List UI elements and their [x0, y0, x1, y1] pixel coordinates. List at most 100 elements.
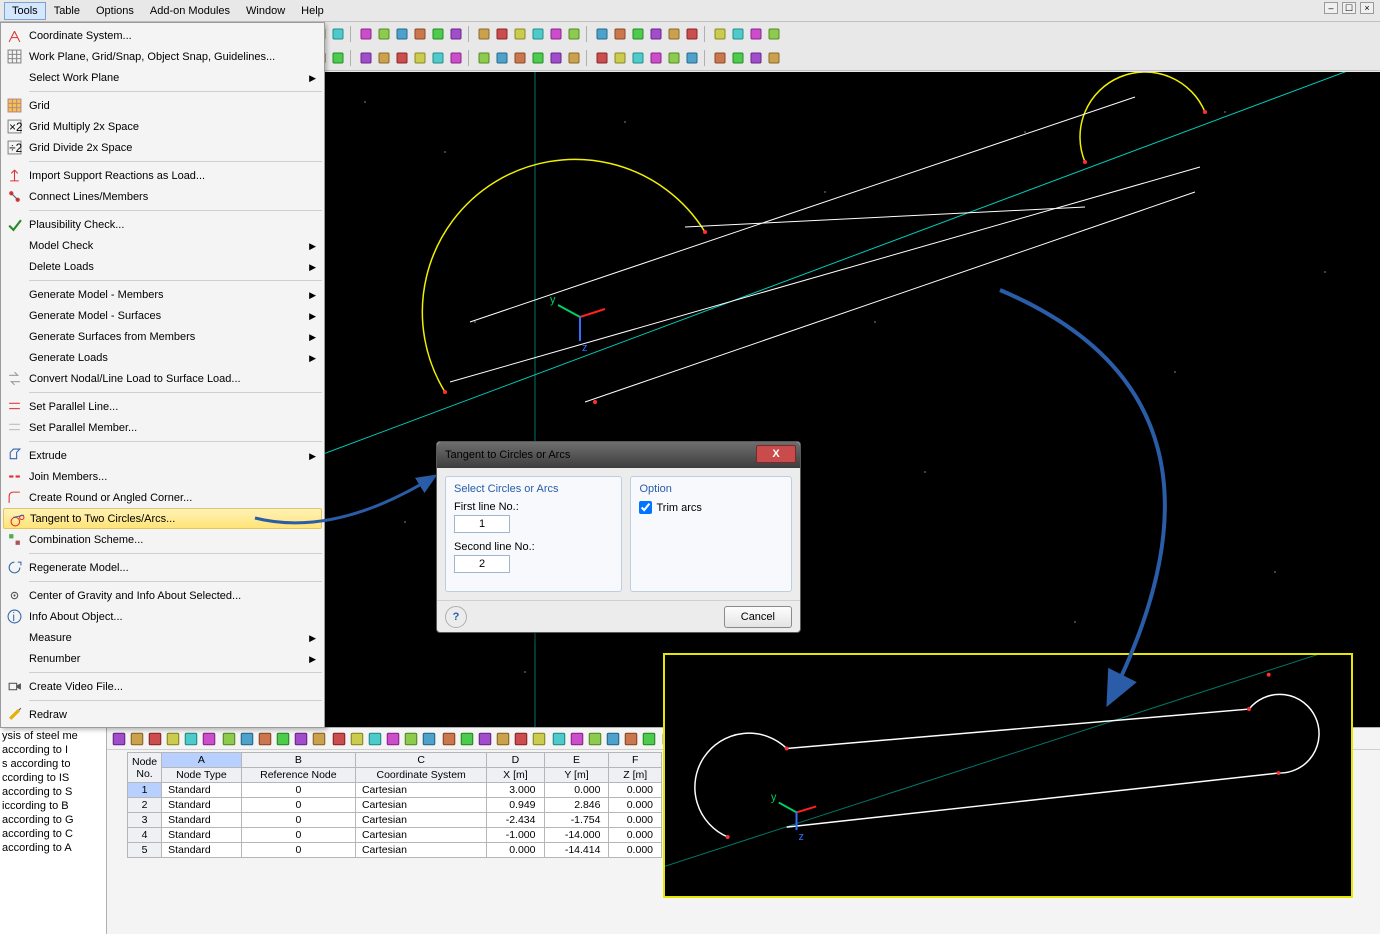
- col-node-no[interactable]: NodeNo.: [128, 753, 162, 783]
- toolbar-icon[interactable]: [551, 731, 567, 747]
- menu-item[interactable]: Work Plane, Grid/Snap, Object Snap, Guid…: [1, 46, 324, 67]
- toolbar-icon[interactable]: [476, 50, 492, 66]
- menu-help[interactable]: Help: [293, 2, 332, 20]
- toolbar-icon[interactable]: [495, 731, 511, 747]
- toolbar-icon[interactable]: [257, 731, 273, 747]
- colgroup-D[interactable]: D: [487, 753, 544, 768]
- cell-y[interactable]: -1.754: [544, 813, 609, 828]
- toolbar-icon[interactable]: [448, 26, 464, 42]
- table-row[interactable]: 5Standard0Cartesian0.000-14.4140.000: [128, 843, 662, 858]
- menu-item[interactable]: Select Work Plane▶: [1, 67, 324, 88]
- toolbar-icon[interactable]: [494, 50, 510, 66]
- colgroup-C[interactable]: C: [355, 753, 486, 768]
- toolbar-icon[interactable]: [221, 731, 237, 747]
- cell-sys[interactable]: Cartesian: [355, 798, 486, 813]
- toolbar-icon[interactable]: [330, 50, 346, 66]
- row-number[interactable]: 2: [128, 798, 162, 813]
- menu-item[interactable]: Delete Loads▶: [1, 256, 324, 277]
- menu-addon[interactable]: Add-on Modules: [142, 2, 238, 20]
- toolbar-icon[interactable]: [630, 26, 646, 42]
- dialog-close-button[interactable]: X: [756, 445, 796, 463]
- cell-type[interactable]: Standard: [162, 798, 242, 813]
- help-button[interactable]: ?: [445, 606, 467, 628]
- table-row[interactable]: 3Standard0Cartesian-2.434-1.7540.000: [128, 813, 662, 828]
- toolbar-icon[interactable]: [239, 731, 255, 747]
- trim-arcs-checkbox[interactable]: [639, 501, 652, 514]
- table-row[interactable]: 4Standard0Cartesian-1.000-14.0000.000: [128, 828, 662, 843]
- menu-item[interactable]: Generate Model - Surfaces▶: [1, 305, 324, 326]
- toolbar-icon[interactable]: [612, 50, 628, 66]
- cell-x[interactable]: 0.949: [487, 798, 544, 813]
- toolbar-icon[interactable]: [403, 731, 419, 747]
- toolbar-icon[interactable]: [385, 731, 401, 747]
- toolbar-icon[interactable]: [623, 731, 639, 747]
- toolbar-icon[interactable]: [367, 731, 383, 747]
- cell-type[interactable]: Standard: [162, 828, 242, 843]
- toolbar-icon[interactable]: [730, 26, 746, 42]
- cell-ref[interactable]: 0: [241, 798, 355, 813]
- menu-item[interactable]: Generate Loads▶: [1, 347, 324, 368]
- cell-z[interactable]: 0.000: [609, 798, 662, 813]
- menu-item[interactable]: Generate Model - Members▶: [1, 284, 324, 305]
- toolbar-icon[interactable]: [530, 50, 546, 66]
- toolbar-icon[interactable]: [513, 731, 529, 747]
- toolbar-icon[interactable]: [494, 26, 510, 42]
- toolbar-icon[interactable]: [548, 26, 564, 42]
- toolbar-icon[interactable]: [612, 26, 628, 42]
- cell-y[interactable]: 0.000: [544, 783, 609, 798]
- cell-y[interactable]: -14.414: [544, 843, 609, 858]
- cell-ref[interactable]: 0: [241, 828, 355, 843]
- cell-sys[interactable]: Cartesian: [355, 813, 486, 828]
- row-number[interactable]: 5: [128, 843, 162, 858]
- cell-sys[interactable]: Cartesian: [355, 843, 486, 858]
- colgroup-A[interactable]: A: [162, 753, 242, 768]
- toolbar-icon[interactable]: [293, 731, 309, 747]
- toolbar-icon[interactable]: [648, 26, 664, 42]
- toolbar-icon[interactable]: [441, 731, 457, 747]
- second-line-input[interactable]: [454, 555, 510, 573]
- toolbar-icon[interactable]: [430, 26, 446, 42]
- toolbar-icon[interactable]: [666, 50, 682, 66]
- first-line-input[interactable]: [454, 515, 510, 533]
- col-coord-sys[interactable]: Coordinate System: [355, 768, 486, 783]
- toolbar-icon[interactable]: [641, 731, 657, 747]
- cell-z[interactable]: 0.000: [609, 828, 662, 843]
- row-number[interactable]: 1: [128, 783, 162, 798]
- toolbar-icon[interactable]: [165, 731, 181, 747]
- menu-item[interactable]: Extrude▶: [1, 445, 324, 466]
- toolbar-icon[interactable]: [569, 731, 585, 747]
- toolbar-icon[interactable]: [766, 26, 782, 42]
- toolbar-icon[interactable]: [358, 50, 374, 66]
- menu-item[interactable]: Generate Surfaces from Members▶: [1, 326, 324, 347]
- row-number[interactable]: 3: [128, 813, 162, 828]
- toolbar-icon[interactable]: [630, 50, 646, 66]
- toolbar-icon[interactable]: [712, 26, 728, 42]
- cell-sys[interactable]: Cartesian: [355, 828, 486, 843]
- menu-item[interactable]: Combination Scheme...: [1, 529, 324, 550]
- cell-ref[interactable]: 0: [241, 843, 355, 858]
- menu-item[interactable]: Create Video File...: [1, 676, 324, 697]
- toolbar-icon[interactable]: [530, 26, 546, 42]
- toolbar-icon[interactable]: [459, 731, 475, 747]
- toolbar-icon[interactable]: [111, 731, 127, 747]
- col-y[interactable]: Y [m]: [544, 768, 609, 783]
- toolbar-icon[interactable]: [594, 26, 610, 42]
- menu-tools[interactable]: Tools: [4, 2, 46, 20]
- toolbar-icon[interactable]: [566, 26, 582, 42]
- toolbar-icon[interactable]: [358, 26, 374, 42]
- toolbar-icon[interactable]: [412, 50, 428, 66]
- col-node-type[interactable]: Node Type: [162, 768, 242, 783]
- toolbar-icon[interactable]: [394, 26, 410, 42]
- toolbar-icon[interactable]: [476, 26, 492, 42]
- toolbar-icon[interactable]: [512, 50, 528, 66]
- close-button[interactable]: ×: [1360, 2, 1374, 14]
- cell-x[interactable]: 3.000: [487, 783, 544, 798]
- toolbar-icon[interactable]: [684, 50, 700, 66]
- toolbar-icon[interactable]: [587, 731, 603, 747]
- menu-item[interactable]: Redraw: [1, 704, 324, 725]
- menu-item[interactable]: Import Support Reactions as Load...: [1, 165, 324, 186]
- cell-z[interactable]: 0.000: [609, 813, 662, 828]
- toolbar-icon[interactable]: [430, 50, 446, 66]
- toolbar-icon[interactable]: [512, 26, 528, 42]
- menu-item[interactable]: Create Round or Angled Corner...: [1, 487, 324, 508]
